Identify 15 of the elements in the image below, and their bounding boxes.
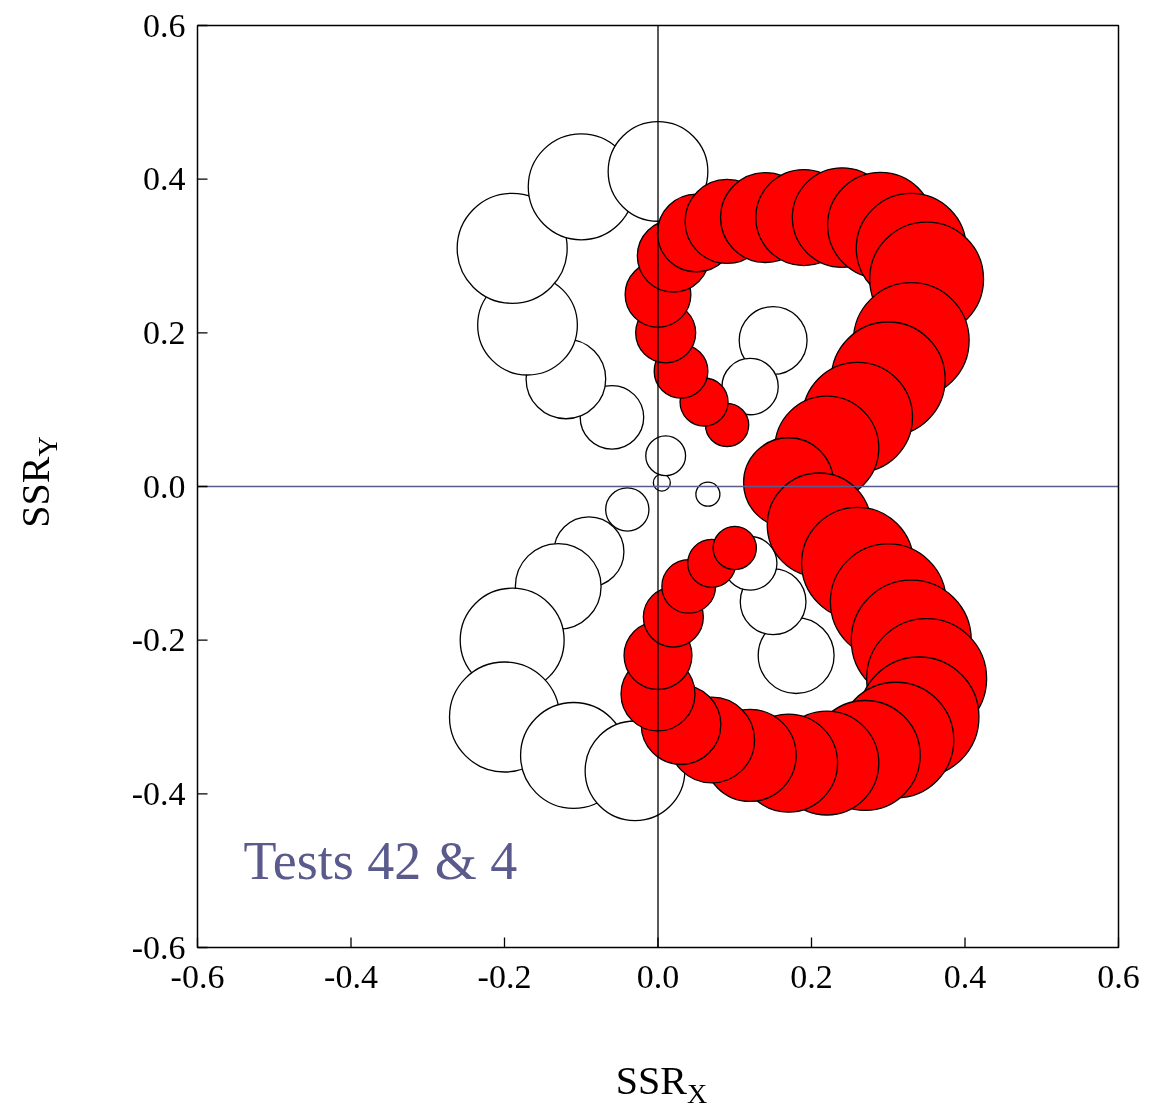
y-tick-label: -0.2: [131, 621, 186, 659]
x-tick-label: 0.2: [790, 957, 833, 995]
y-axis-title: SSRY: [13, 436, 63, 528]
x-tick-label: -0.2: [477, 957, 532, 995]
y-tick-label: -0.4: [131, 774, 186, 812]
x-tick-label: 0.6: [1097, 957, 1140, 995]
x-tick-label: 0.0: [636, 957, 680, 995]
y-tick-label: 0.2: [143, 313, 186, 351]
y-tick-label: -0.6: [131, 928, 186, 966]
x-tick-label: 0.4: [943, 957, 987, 995]
y-tick-label: 0.6: [143, 6, 186, 44]
annotation: Tests 42 & 4: [243, 830, 518, 891]
y-tick-label: 0.0: [143, 467, 186, 505]
x-tick-label: -0.4: [324, 957, 378, 995]
y-tick-label: 0.4: [143, 160, 186, 198]
